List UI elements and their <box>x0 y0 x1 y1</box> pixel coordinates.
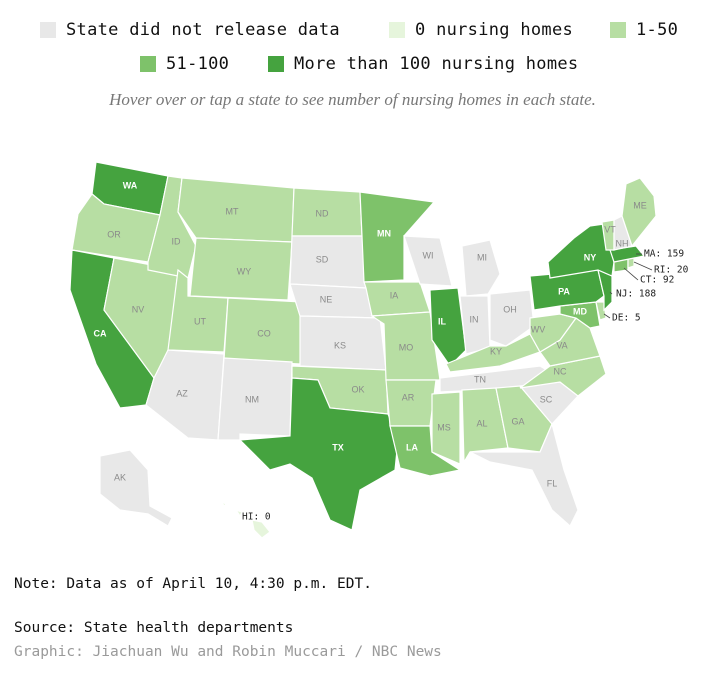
us-map: WA OR CA NV ID MT WY UT CO AZ NM ND SD NE KS OK TX MN IA MO… <box>69 161 689 539</box>
state-ME[interactable] <box>621 177 657 248</box>
note: Note: Data as of April 10, 4:30 p.m. EDT… <box>14 576 372 592</box>
state-label-OH: OH <box>503 304 517 314</box>
state-label-KY: KY <box>490 346 502 356</box>
legend-item-no-data: State did not release data <box>40 20 340 40</box>
state-label-VT: VT <box>604 224 616 234</box>
legend-label-51-100: 51-100 <box>166 54 230 74</box>
callout-line-DE <box>603 313 611 319</box>
state-OH[interactable] <box>489 289 535 347</box>
callout-MA: MA: 159 <box>644 249 684 260</box>
state-label-WV: WV <box>531 324 546 334</box>
state-label-OR: OR <box>107 229 121 239</box>
legend-label-zero: 0 nursing homes <box>415 20 574 40</box>
state-AL[interactable] <box>461 387 509 465</box>
state-label-AZ: AZ <box>176 388 188 398</box>
state-labels: WA OR CA NV ID MT WY UT CO AZ NM ND SD NE KS OK TX MN IA MO… <box>94 180 647 488</box>
state-label-FL: FL <box>547 478 558 488</box>
state-label-MS: MS <box>437 422 451 432</box>
state-label-VA: VA <box>556 340 567 350</box>
callout-CT: CT: 92 <box>640 275 674 286</box>
state-label-MI: MI <box>477 252 487 262</box>
callout-line-CT <box>623 267 639 281</box>
state-MS[interactable] <box>431 391 461 465</box>
state-label-AL: AL <box>476 418 487 428</box>
state-NM[interactable] <box>217 357 293 441</box>
state-label-NE: NE <box>320 294 333 304</box>
callout-line-RI <box>633 261 653 271</box>
state-label-NY: NY <box>584 252 597 262</box>
state-label-AK: AK <box>114 472 126 482</box>
state-label-AR: AR <box>402 392 415 402</box>
state-TX[interactable] <box>238 377 399 531</box>
state-label-ME: ME <box>633 200 647 210</box>
legend-swatch-no-data <box>40 22 56 38</box>
legend-item-1-50: 1-50 <box>610 20 678 40</box>
state-label-IA: IA <box>390 290 399 300</box>
legend-item-51-100: 51-100 <box>140 54 229 74</box>
state-label-TN: TN <box>474 374 486 384</box>
callout-line-NJ <box>609 291 613 295</box>
state-label-SD: SD <box>316 254 329 264</box>
state-label-IN: IN <box>470 314 479 324</box>
state-label-UT: UT <box>194 316 206 326</box>
state-label-WI: WI <box>423 250 434 260</box>
state-label-MO: MO <box>399 342 414 352</box>
state-label-MN: MN <box>377 228 391 238</box>
legend-item-over-100: More than 100 nursing homes <box>268 54 578 74</box>
state-label-NM: NM <box>245 394 259 404</box>
legend-item-zero: 0 nursing homes <box>389 20 573 40</box>
legend-swatch-1-50 <box>610 22 626 38</box>
state-label-ID: ID <box>172 236 182 246</box>
state-WY[interactable] <box>189 237 293 301</box>
legend-label-1-50: 1-50 <box>636 20 679 40</box>
state-label-NV: NV <box>132 304 145 314</box>
callout-HI: HI: 0 <box>242 512 271 523</box>
state-label-IL: IL <box>438 316 447 326</box>
legend-label-over-100: More than 100 nursing homes <box>294 54 579 74</box>
states-layer <box>69 161 657 539</box>
state-label-CA: CA <box>94 328 107 338</box>
state-label-CO: CO <box>257 328 271 338</box>
state-label-TX: TX <box>332 442 344 452</box>
state-label-SC: SC <box>540 394 553 404</box>
state-callouts: MA: 159 RI: 20 CT: 92 NJ: 188 DE: 5 HI: … <box>242 249 689 523</box>
state-label-KS: KS <box>334 340 346 350</box>
state-label-WA: WA <box>123 180 138 190</box>
state-IN[interactable] <box>459 295 491 355</box>
state-HI[interactable] <box>220 500 271 539</box>
legend-swatch-zero <box>389 22 405 38</box>
state-AR[interactable] <box>385 379 437 427</box>
state-label-LA: LA <box>406 442 418 452</box>
state-label-GA: GA <box>511 416 524 426</box>
legend-label-no-data: State did not release data <box>66 20 340 40</box>
state-LA[interactable] <box>389 425 462 477</box>
callout-NJ: NJ: 188 <box>616 289 656 300</box>
state-MN[interactable] <box>359 191 436 283</box>
state-AZ[interactable] <box>145 349 225 441</box>
legend-swatch-over-100 <box>268 56 284 72</box>
state-label-OK: OK <box>351 384 364 394</box>
state-label-PA: PA <box>558 286 570 296</box>
state-label-MD: MD <box>573 306 587 316</box>
state-label-NH: NH <box>616 238 629 248</box>
state-AK[interactable] <box>99 449 173 527</box>
legend: State did not release data 0 nursing hom… <box>0 0 705 80</box>
state-label-NC: NC <box>554 366 567 376</box>
map-instruction: Hover over or tap a state to see number … <box>109 90 596 109</box>
callout-DE: DE: 5 <box>612 313 641 324</box>
credit: Graphic: Jiachuan Wu and Robin Muccari /… <box>14 644 442 660</box>
callout-RI: RI: 20 <box>654 265 689 276</box>
state-label-ND: ND <box>316 208 329 218</box>
state-WI[interactable] <box>403 235 453 287</box>
state-IL[interactable] <box>429 287 467 367</box>
state-label-WY: WY <box>237 266 252 276</box>
legend-swatch-51-100 <box>140 56 156 72</box>
state-label-MT: MT <box>226 206 239 216</box>
state-MI[interactable] <box>461 239 501 297</box>
state-FL[interactable] <box>469 422 579 527</box>
source: Source: State health departments <box>14 620 294 636</box>
